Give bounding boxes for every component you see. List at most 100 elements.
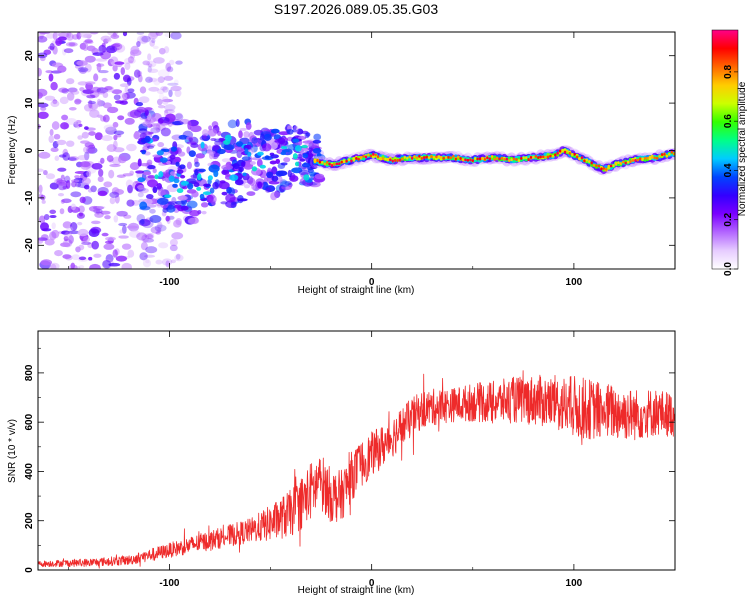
ridge-segment	[628, 157, 633, 162]
ridge-segment	[639, 157, 642, 161]
ridge-segment	[360, 156, 363, 159]
spectrogram-blob	[62, 254, 72, 259]
spectrogram-blob	[158, 47, 166, 55]
ridge-segment	[444, 156, 448, 159]
snr-panel: -100 0 100 0 200 400 600 800 Height of straight…	[7, 330, 676, 596]
ridge-segment	[340, 160, 343, 164]
spectrogram-blob	[162, 148, 170, 153]
spectrogram-blob	[170, 85, 182, 92]
spectrogram-blob	[152, 45, 159, 50]
spectrogram-blob	[52, 46, 58, 55]
ridge-segment	[551, 154, 555, 158]
spectrogram-blob	[76, 60, 88, 66]
spectrogram-blob	[38, 215, 46, 224]
spectrogram-blob	[162, 98, 174, 103]
ridge-segment	[561, 148, 564, 152]
spectrogram-blob	[170, 171, 176, 176]
spectrogram-blob	[304, 132, 310, 139]
spectrogram-blob	[187, 120, 192, 130]
spectrogram-blob	[294, 145, 302, 152]
spectrogram-blob	[124, 62, 131, 70]
ridge-segment	[525, 156, 528, 160]
spectrogram-blob	[145, 259, 150, 264]
ridge-segment	[464, 158, 467, 162]
spectrogram-blob	[101, 77, 108, 82]
spectrogram-blob	[150, 127, 161, 134]
snr-frame	[37, 330, 676, 571]
ridge-segment	[532, 155, 535, 159]
spectrogram-blob	[126, 143, 137, 152]
spectrogram-blob	[164, 104, 176, 112]
spectrogram-blob	[225, 173, 231, 177]
spectrogram-blob	[259, 164, 266, 169]
ridge-segment	[323, 162, 326, 166]
spectrogram-blob	[91, 163, 103, 170]
spectrogram-blob	[41, 199, 46, 204]
spectrogram-blob	[149, 32, 160, 37]
spectrogram-blob	[208, 125, 213, 131]
spectrogram-blob	[208, 194, 217, 204]
spectrogram-blob	[162, 207, 169, 213]
ridge-segment	[406, 156, 409, 160]
spectrogram-blob	[129, 230, 141, 238]
spectrogram-blob	[59, 96, 69, 105]
spectrogram-blob	[225, 200, 237, 208]
spectrogram-blob	[50, 81, 58, 91]
spectrogram-blob	[308, 153, 314, 159]
chart-title: S197.2026.089.05.35.G03	[274, 1, 438, 17]
ridge-segment	[466, 158, 470, 162]
spectrogram-blob	[79, 32, 92, 38]
spectrogram-blob	[112, 121, 119, 128]
spectrogram-blob	[98, 44, 107, 54]
x-tick-label: 100	[566, 578, 583, 589]
ridge-segment	[554, 153, 557, 157]
ridge-segment	[417, 156, 421, 161]
spectrogram-blob	[82, 89, 95, 95]
spectrogram-blob	[91, 86, 101, 93]
spectrogram-blob	[186, 161, 192, 170]
spectrogram-blob	[175, 112, 183, 120]
spectrogram-blob	[156, 229, 161, 233]
ridge-segment	[646, 156, 649, 160]
ridge-segment	[362, 154, 365, 158]
colorbar-tick-label: 0.4	[723, 163, 734, 177]
spectrogram-blob	[235, 119, 240, 127]
spectrogram-blob	[78, 244, 85, 251]
spectrogram-blob	[113, 215, 119, 223]
spectrogram-blob	[100, 210, 111, 215]
spectrogram-blob	[79, 161, 91, 168]
spectrogram-blob	[283, 157, 291, 163]
spectrogram-blob	[165, 62, 172, 72]
spectrogram-blob	[174, 89, 182, 98]
spectrogram-blob	[174, 200, 186, 205]
spectrogram-blob	[84, 151, 90, 161]
spectrogram-blob	[238, 130, 243, 139]
spectrogram-blob	[200, 141, 205, 149]
ridge-segment	[379, 156, 382, 160]
spectrogram-blob	[48, 135, 54, 143]
spectrogram-blob	[280, 146, 288, 150]
spectrogram-blob	[146, 159, 153, 166]
spectrogram-blob	[141, 234, 150, 243]
y-tick-label: -20	[24, 238, 35, 253]
spectrogram-blob	[139, 252, 148, 261]
snr-ylabel: SNR (10 * v/v)	[7, 419, 18, 483]
spectrogram-blob	[113, 94, 121, 101]
spectrogram-blob	[173, 156, 181, 163]
spectrogram-blob	[210, 137, 217, 142]
spectrogram-blob	[296, 128, 304, 135]
spectrogram-blob	[128, 60, 134, 64]
spectrogram-blob	[104, 86, 113, 91]
spectrogram-blob	[217, 148, 226, 155]
spectrogram-blob	[108, 262, 121, 267]
spectrogram-blob	[264, 186, 272, 193]
spectrogram-blob	[165, 260, 170, 268]
ridge-segment	[522, 156, 525, 160]
spectrogram-blob	[248, 131, 255, 140]
spectrogram-blob	[90, 226, 102, 234]
spectrogram-blob	[148, 32, 158, 40]
ridge-segment	[330, 164, 334, 167]
spectrogram-blob	[79, 87, 85, 92]
spectrogram-blob	[133, 132, 141, 140]
spectrogram-blob	[93, 253, 102, 258]
